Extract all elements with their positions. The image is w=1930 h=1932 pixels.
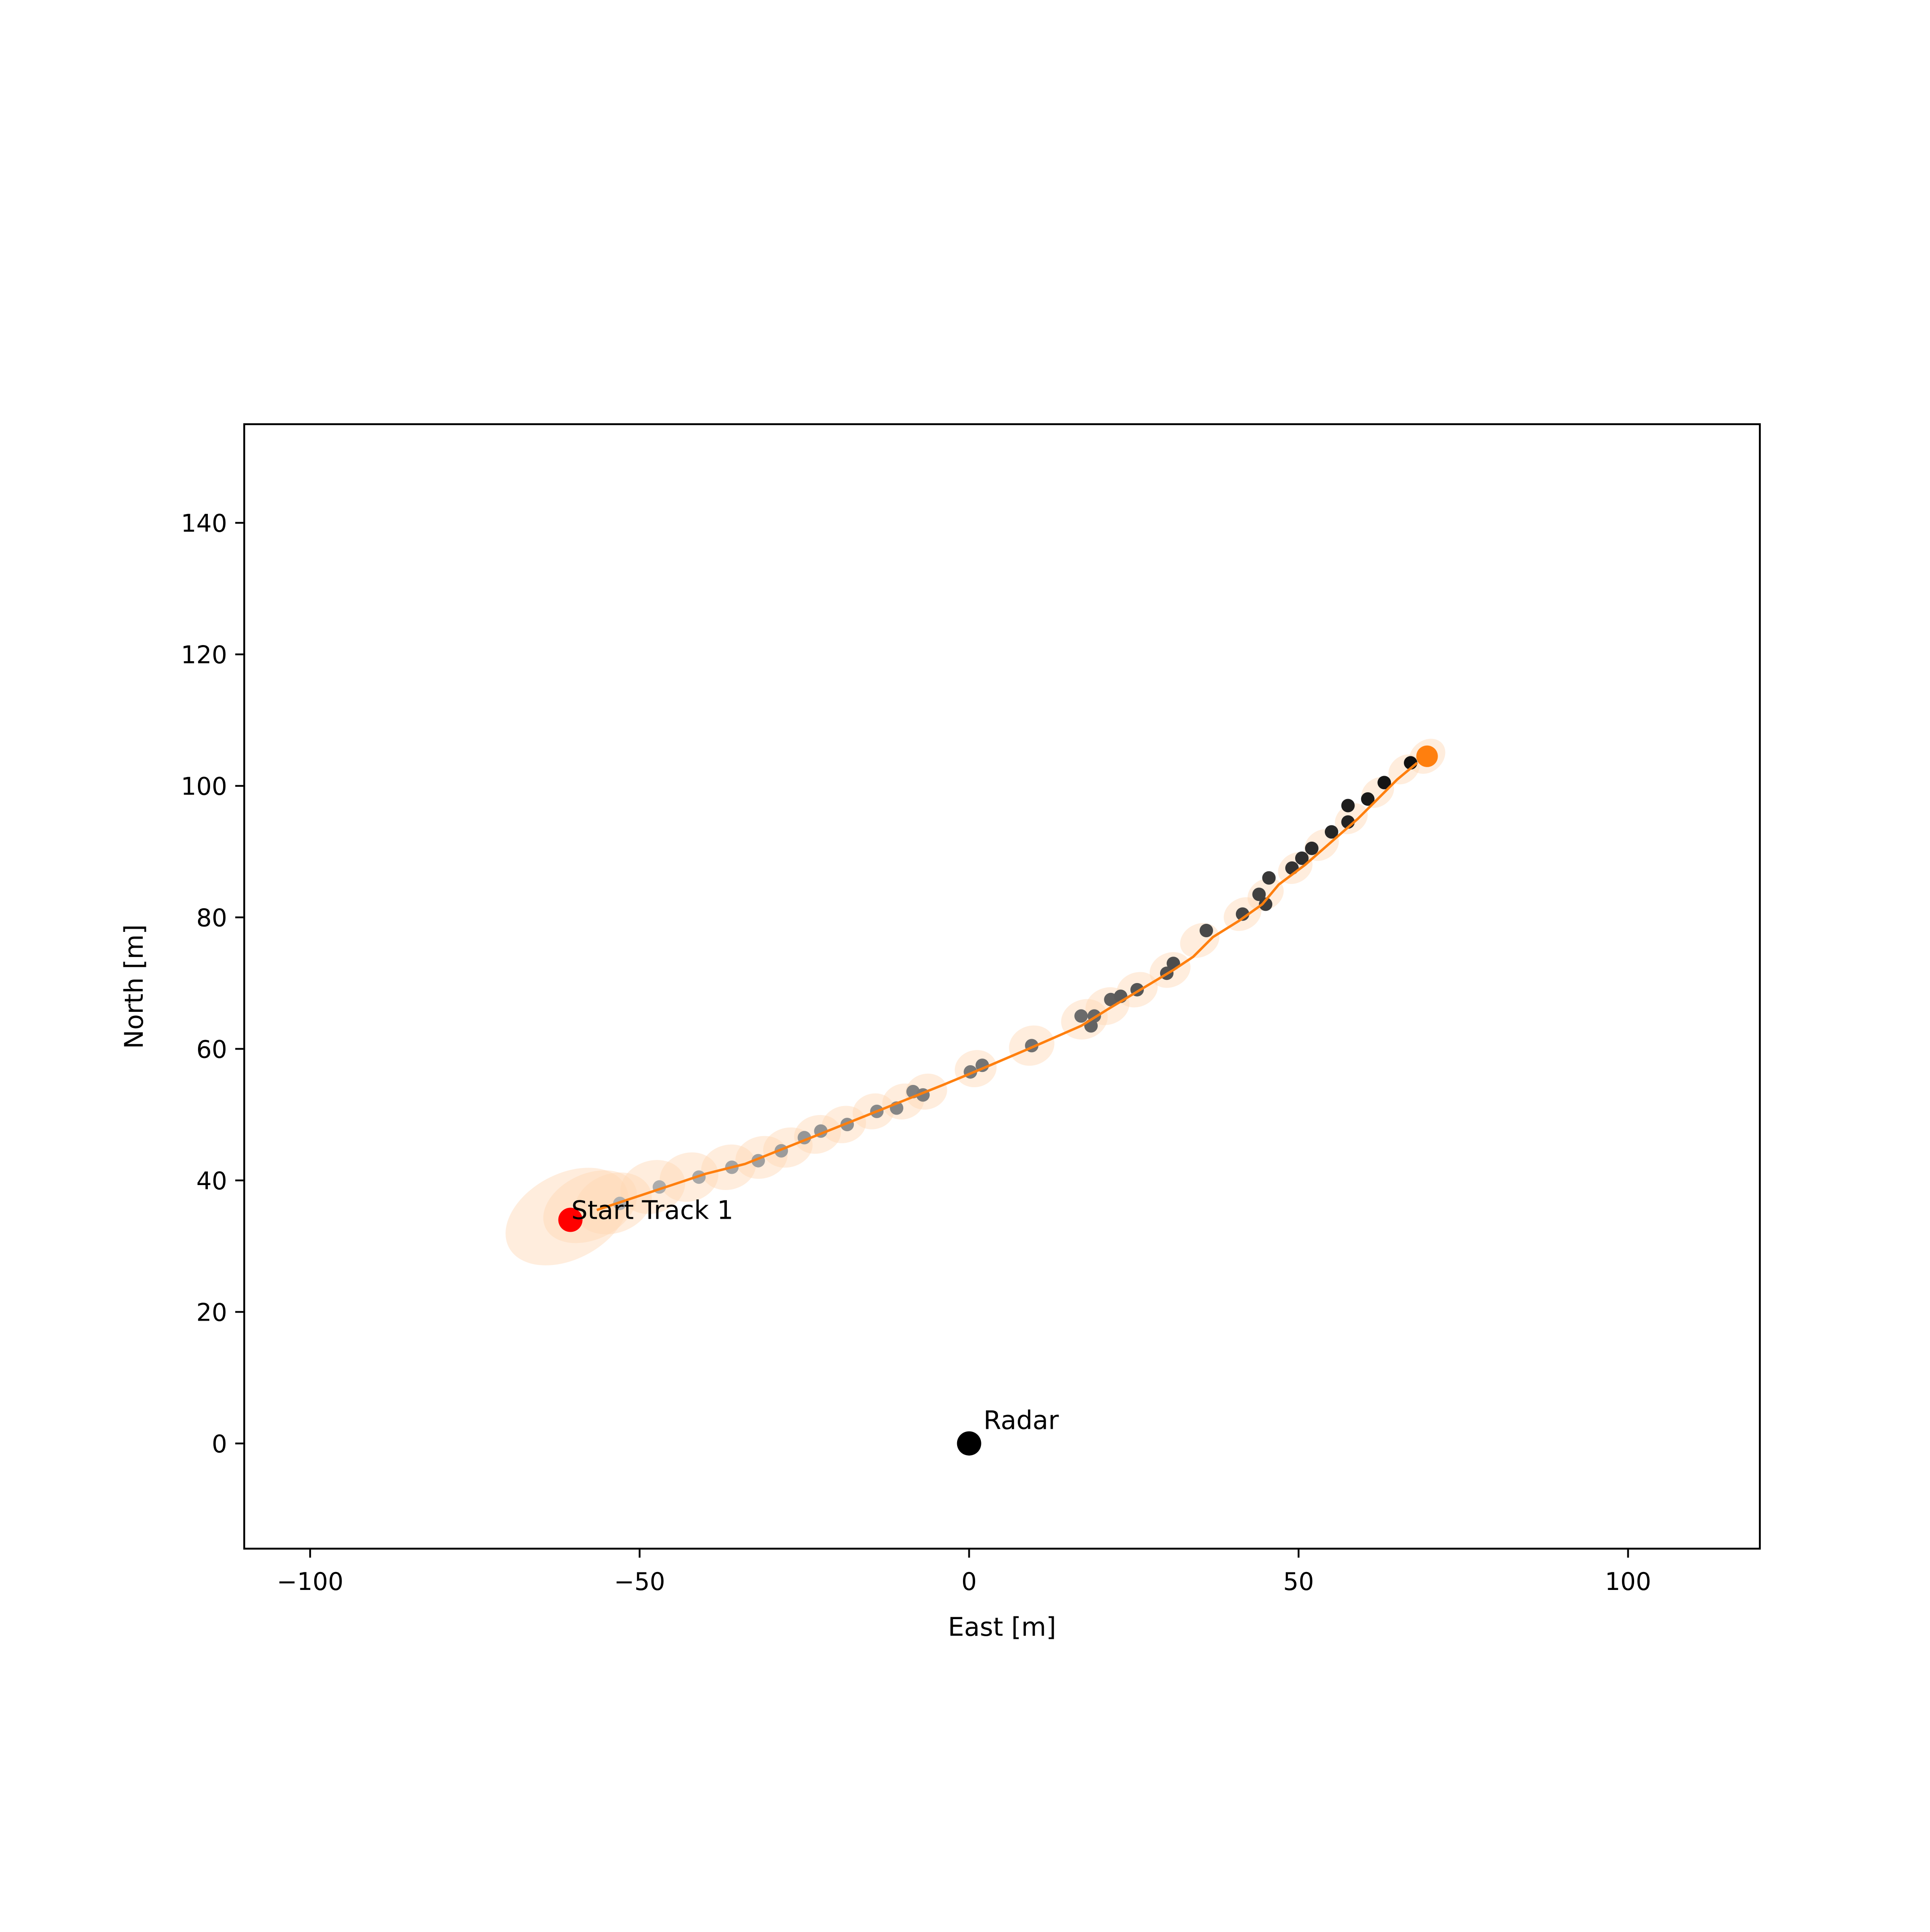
y-tick-label-3: 60	[196, 1036, 227, 1064]
y-axis-label: North [m]	[119, 924, 149, 1049]
y-tick-label-1: 20	[196, 1299, 227, 1327]
measurement-point-27	[1259, 897, 1273, 911]
measurement-point-32	[1324, 825, 1338, 839]
x-tick-label-4: 100	[1605, 1568, 1651, 1596]
radar-label: Radar	[984, 1406, 1059, 1436]
track-1-line	[596, 762, 1418, 1212]
measurement-point-24	[1200, 923, 1213, 937]
measurement-point-34	[1341, 799, 1355, 812]
y-tick-label-6: 120	[181, 641, 227, 669]
measurement-point-30	[1295, 851, 1309, 865]
measurement-point-35	[1361, 792, 1375, 806]
x-tick-label-3: 50	[1283, 1568, 1314, 1596]
x-axis-label: East [m]	[948, 1612, 1056, 1642]
measurement-point-25	[1235, 907, 1249, 921]
axes-frame	[243, 423, 1761, 1550]
measurement-point-26	[1252, 887, 1266, 901]
measurement-point-16	[1074, 1009, 1088, 1023]
measurement-point-36	[1377, 776, 1391, 790]
plot-area	[506, 738, 1446, 1456]
y-tick-label-5: 100	[181, 773, 227, 801]
y-tick-label-4: 80	[196, 904, 227, 932]
x-tick-label-2: 0	[961, 1568, 976, 1596]
measurement-point-28	[1262, 871, 1276, 885]
measurement-point-31	[1305, 841, 1319, 855]
x-tick-label-0: −100	[277, 1568, 343, 1596]
covariance-ellipse-4	[659, 1152, 719, 1202]
y-tick-label-2: 40	[196, 1167, 227, 1195]
measurement-point-29	[1285, 861, 1299, 875]
y-tick-label-0: 0	[212, 1430, 227, 1458]
x-tick-label-1: −50	[614, 1568, 665, 1596]
radar-marker	[957, 1431, 981, 1456]
track-end-marker	[1416, 745, 1438, 767]
y-tick-label-7: 140	[181, 509, 227, 538]
track-start-label: Start Track 1	[572, 1196, 734, 1225]
tick-marks: −100 −50 0 50 100 0 20 40 60 80 100 120 140	[181, 509, 1651, 1596]
track-start-marker	[558, 1208, 583, 1232]
